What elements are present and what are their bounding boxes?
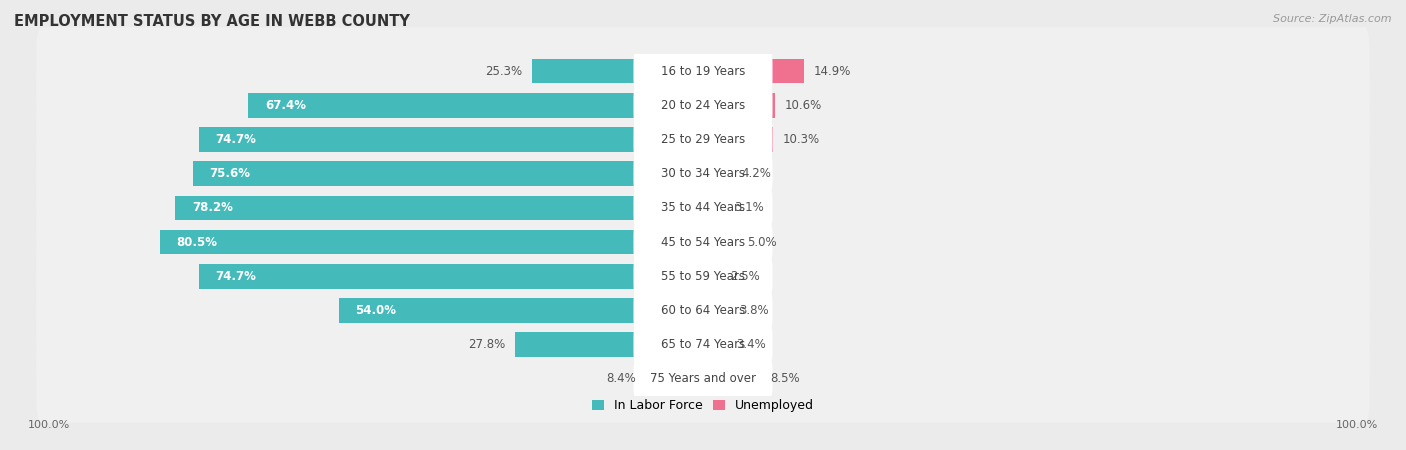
Legend: In Labor Force, Unemployed: In Labor Force, Unemployed — [586, 394, 820, 417]
Text: 2.5%: 2.5% — [730, 270, 759, 283]
Text: 55 to 59 Years: 55 to 59 Years — [661, 270, 745, 283]
Text: 100.0%: 100.0% — [28, 420, 70, 430]
Text: 74.7%: 74.7% — [215, 133, 257, 146]
Bar — [703, 93, 775, 117]
FancyBboxPatch shape — [37, 198, 1369, 286]
FancyBboxPatch shape — [37, 62, 1369, 149]
Text: 3.4%: 3.4% — [737, 338, 766, 351]
Bar — [247, 93, 703, 117]
Bar — [703, 162, 731, 186]
Bar — [703, 333, 725, 357]
Bar — [176, 196, 703, 220]
Text: 65 to 74 Years: 65 to 74 Years — [661, 338, 745, 351]
Text: EMPLOYMENT STATUS BY AGE IN WEBB COUNTY: EMPLOYMENT STATUS BY AGE IN WEBB COUNTY — [14, 14, 411, 28]
Text: 10.3%: 10.3% — [783, 133, 820, 146]
Bar — [703, 230, 737, 254]
Text: 25.3%: 25.3% — [485, 65, 522, 77]
Text: 8.4%: 8.4% — [606, 373, 636, 385]
Text: 67.4%: 67.4% — [264, 99, 307, 112]
Text: 60 to 64 Years: 60 to 64 Years — [661, 304, 745, 317]
Text: 14.9%: 14.9% — [814, 65, 851, 77]
FancyBboxPatch shape — [37, 96, 1369, 183]
Text: 25 to 29 Years: 25 to 29 Years — [661, 133, 745, 146]
Bar — [703, 196, 724, 220]
Text: 78.2%: 78.2% — [193, 202, 233, 214]
FancyBboxPatch shape — [37, 301, 1369, 388]
Text: 80.5%: 80.5% — [177, 236, 218, 248]
Text: 10.6%: 10.6% — [785, 99, 823, 112]
Bar — [516, 333, 703, 357]
Bar — [703, 264, 720, 288]
FancyBboxPatch shape — [634, 258, 772, 294]
FancyBboxPatch shape — [634, 361, 772, 397]
FancyBboxPatch shape — [634, 190, 772, 226]
FancyBboxPatch shape — [634, 292, 772, 328]
Text: 35 to 44 Years: 35 to 44 Years — [661, 202, 745, 214]
Bar — [647, 367, 703, 391]
Bar — [339, 298, 703, 323]
FancyBboxPatch shape — [634, 87, 772, 123]
Text: 20 to 24 Years: 20 to 24 Years — [661, 99, 745, 112]
FancyBboxPatch shape — [37, 233, 1369, 320]
FancyBboxPatch shape — [634, 156, 772, 192]
Text: 100.0%: 100.0% — [1336, 420, 1378, 430]
Text: 4.2%: 4.2% — [741, 167, 772, 180]
Bar — [703, 127, 772, 152]
Text: 30 to 34 Years: 30 to 34 Years — [661, 167, 745, 180]
Bar — [198, 264, 703, 288]
Bar — [703, 367, 761, 391]
FancyBboxPatch shape — [37, 267, 1369, 354]
FancyBboxPatch shape — [37, 27, 1369, 115]
Text: 75.6%: 75.6% — [209, 167, 250, 180]
Text: 8.5%: 8.5% — [770, 373, 800, 385]
Text: 16 to 19 Years: 16 to 19 Years — [661, 65, 745, 77]
Bar — [193, 162, 703, 186]
Text: 54.0%: 54.0% — [356, 304, 396, 317]
Text: 45 to 54 Years: 45 to 54 Years — [661, 236, 745, 248]
FancyBboxPatch shape — [634, 122, 772, 158]
Bar — [160, 230, 703, 254]
FancyBboxPatch shape — [37, 130, 1369, 217]
FancyBboxPatch shape — [37, 164, 1369, 252]
Text: Source: ZipAtlas.com: Source: ZipAtlas.com — [1274, 14, 1392, 23]
Text: 75 Years and over: 75 Years and over — [650, 373, 756, 385]
Bar — [198, 127, 703, 152]
Text: 27.8%: 27.8% — [468, 338, 505, 351]
Bar — [703, 298, 728, 323]
FancyBboxPatch shape — [634, 53, 772, 89]
FancyBboxPatch shape — [37, 335, 1369, 423]
Text: 3.1%: 3.1% — [734, 202, 763, 214]
Text: 3.8%: 3.8% — [738, 304, 769, 317]
Bar — [533, 59, 703, 83]
FancyBboxPatch shape — [634, 224, 772, 260]
FancyBboxPatch shape — [634, 327, 772, 363]
Text: 74.7%: 74.7% — [215, 270, 257, 283]
Text: 5.0%: 5.0% — [747, 236, 776, 248]
Bar — [703, 59, 804, 83]
